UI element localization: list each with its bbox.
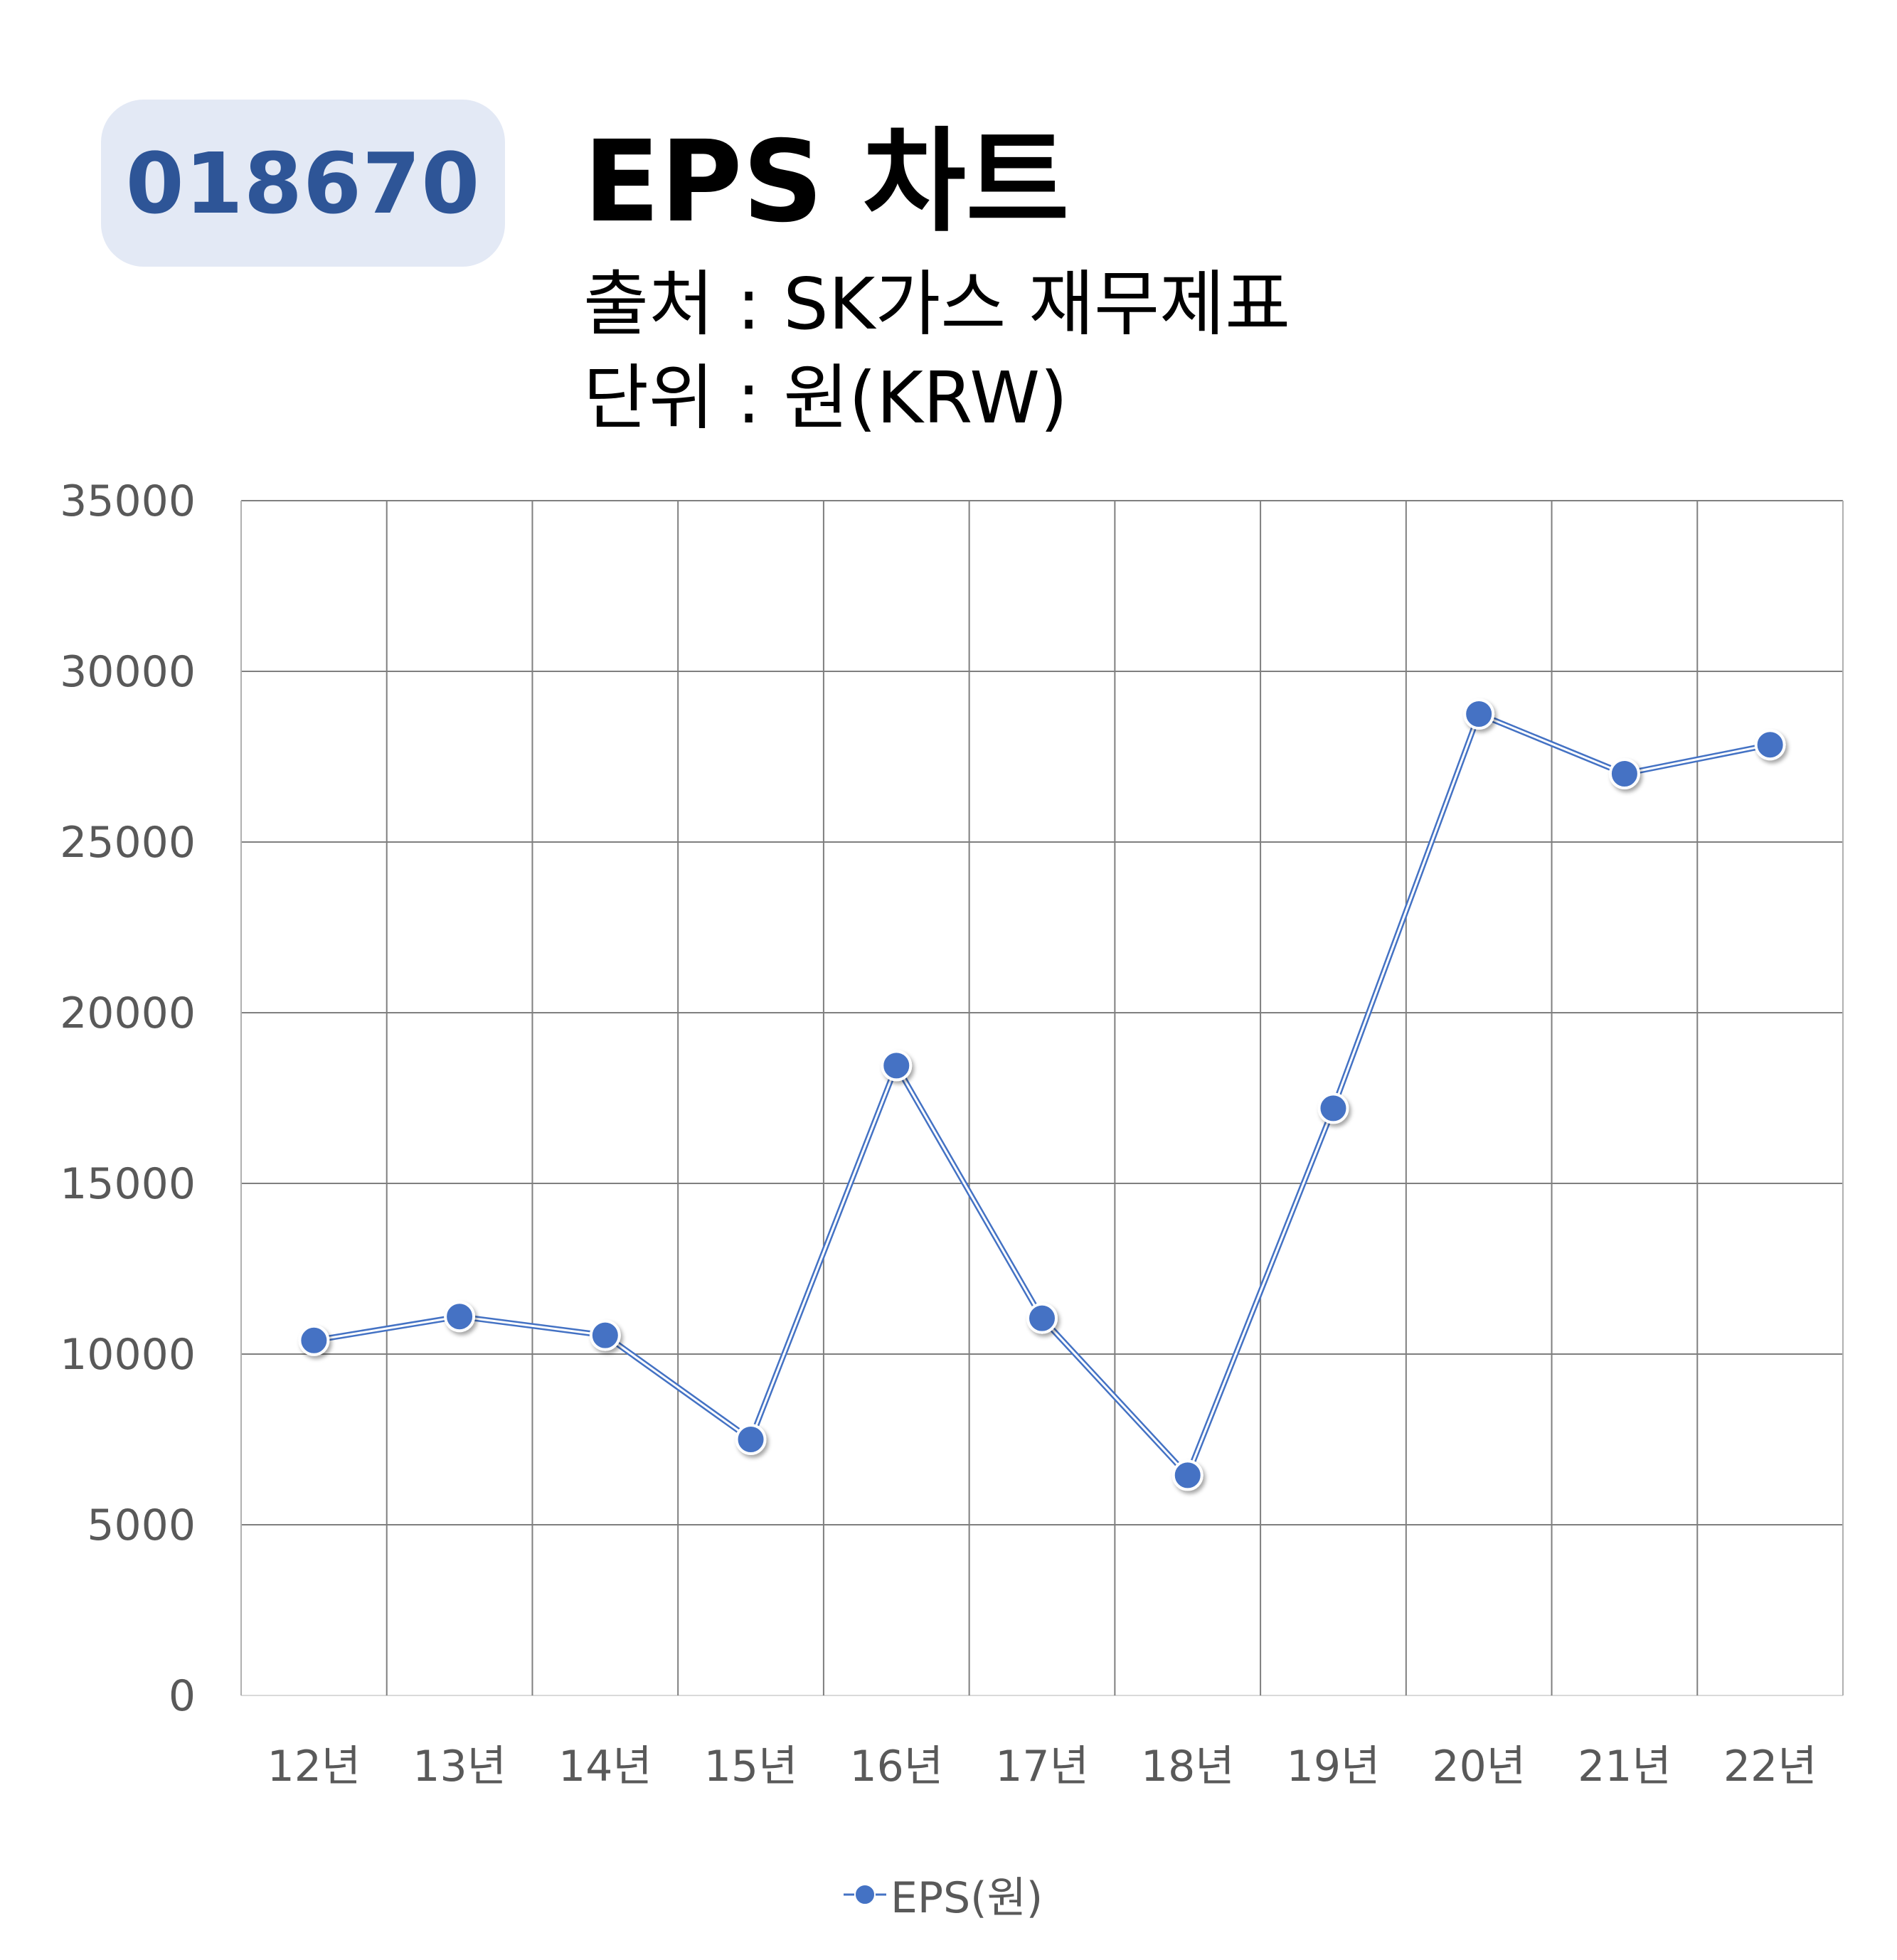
unit-label: 단위 : 원(KRW) bbox=[583, 356, 1068, 440]
data-point bbox=[1463, 698, 1495, 730]
legend: EPS(원) bbox=[844, 1863, 1043, 1925]
stock-code-badge: 018670 bbox=[101, 100, 505, 267]
y-tick-label: 35000 bbox=[60, 476, 196, 526]
y-tick-label: 25000 bbox=[60, 818, 196, 868]
data-point bbox=[735, 1424, 767, 1455]
series-points bbox=[298, 698, 1786, 1491]
x-tick-label: 22년 bbox=[1723, 1742, 1817, 1791]
y-tick-label: 20000 bbox=[60, 989, 196, 1038]
x-tick-label: 12년 bbox=[267, 1742, 361, 1791]
data-point bbox=[1171, 1459, 1203, 1491]
x-axis-ticks: 12년 13년 14년 15년 16년 17년 18년 19년 20년 21년 22년 bbox=[267, 1742, 1817, 1791]
y-tick-label: 5000 bbox=[87, 1501, 196, 1550]
x-tick-label: 18년 bbox=[1141, 1742, 1235, 1791]
data-point bbox=[444, 1301, 476, 1333]
data-point bbox=[589, 1319, 621, 1351]
legend-label: EPS(원) bbox=[891, 1873, 1043, 1923]
data-point bbox=[1317, 1092, 1349, 1124]
x-tick-label: 17년 bbox=[995, 1742, 1089, 1791]
y-tick-label: 0 bbox=[169, 1671, 196, 1721]
y-tick-label: 30000 bbox=[60, 647, 196, 697]
x-tick-label: 19년 bbox=[1287, 1742, 1381, 1791]
data-point bbox=[298, 1324, 330, 1356]
data-point bbox=[881, 1050, 913, 1082]
y-tick-label: 15000 bbox=[60, 1159, 196, 1209]
x-tick-label: 13년 bbox=[413, 1742, 506, 1791]
x-tick-label: 14년 bbox=[558, 1742, 652, 1791]
x-tick-label: 16년 bbox=[849, 1742, 943, 1791]
source-label: 출처 : SK가스 재무제표 bbox=[583, 262, 1291, 346]
x-tick-label: 20년 bbox=[1432, 1742, 1526, 1791]
y-tick-label: 10000 bbox=[60, 1330, 196, 1380]
legend-marker-icon bbox=[844, 1883, 886, 1905]
y-axis-ticks: 0 5000 10000 15000 20000 25000 30000 35000 bbox=[60, 476, 196, 1721]
grid bbox=[240, 500, 1844, 1696]
stock-code: 018670 bbox=[125, 134, 481, 233]
data-point bbox=[1026, 1302, 1058, 1334]
chart-title: EPS 차트 bbox=[583, 117, 1070, 247]
x-tick-label: 21년 bbox=[1578, 1742, 1672, 1791]
x-tick-label: 15년 bbox=[704, 1742, 798, 1791]
data-point bbox=[1608, 758, 1640, 789]
data-point bbox=[1754, 729, 1786, 761]
